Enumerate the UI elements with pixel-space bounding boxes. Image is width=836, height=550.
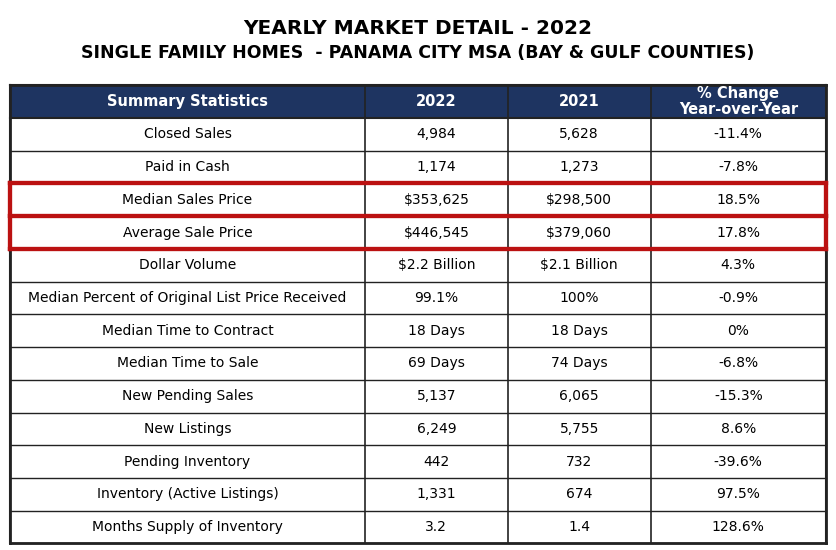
Text: 17.8%: 17.8% [716, 226, 760, 239]
Text: New Listings: New Listings [144, 422, 232, 436]
Text: Summary Statistics: Summary Statistics [107, 94, 268, 109]
Text: -6.8%: -6.8% [718, 356, 758, 370]
Text: 99.1%: 99.1% [415, 291, 458, 305]
Text: 97.5%: 97.5% [716, 487, 760, 501]
Text: -11.4%: -11.4% [714, 128, 762, 141]
Text: $2.2 Billion: $2.2 Billion [398, 258, 475, 272]
Text: Closed Sales: Closed Sales [144, 128, 232, 141]
Text: 6,249: 6,249 [416, 422, 456, 436]
Text: Median Time to Sale: Median Time to Sale [117, 356, 258, 370]
Text: 3.2: 3.2 [426, 520, 447, 534]
Text: 2021: 2021 [558, 94, 599, 109]
Text: Median Percent of Original List Price Received: Median Percent of Original List Price Re… [28, 291, 347, 305]
Text: Dollar Volume: Dollar Volume [139, 258, 236, 272]
Text: 674: 674 [566, 487, 593, 501]
Text: YEARLY MARKET DETAIL - 2022: YEARLY MARKET DETAIL - 2022 [243, 19, 593, 39]
Text: 0%: 0% [727, 324, 749, 338]
Text: Months Supply of Inventory: Months Supply of Inventory [92, 520, 283, 534]
Text: -7.8%: -7.8% [718, 160, 758, 174]
Text: 4.3%: 4.3% [721, 258, 756, 272]
Text: 1,273: 1,273 [559, 160, 599, 174]
Text: $379,060: $379,060 [546, 226, 612, 239]
Text: -0.9%: -0.9% [718, 291, 758, 305]
Text: 18.5%: 18.5% [716, 193, 760, 207]
Text: $353,625: $353,625 [404, 193, 469, 207]
Text: 74 Days: 74 Days [551, 356, 608, 370]
Text: 5,628: 5,628 [559, 128, 599, 141]
Text: 69 Days: 69 Days [408, 356, 465, 370]
Text: -15.3%: -15.3% [714, 389, 762, 403]
Text: 18 Days: 18 Days [551, 324, 608, 338]
Text: $298,500: $298,500 [546, 193, 612, 207]
Text: Pending Inventory: Pending Inventory [125, 455, 251, 469]
Text: 4,984: 4,984 [416, 128, 456, 141]
Text: 8.6%: 8.6% [721, 422, 756, 436]
Text: $2.1 Billion: $2.1 Billion [540, 258, 618, 272]
Text: 1,331: 1,331 [416, 487, 456, 501]
Text: 442: 442 [423, 455, 450, 469]
Text: % Change
Year-over-Year: % Change Year-over-Year [679, 86, 798, 117]
Text: 1.4: 1.4 [568, 520, 590, 534]
Text: Inventory (Active Listings): Inventory (Active Listings) [97, 487, 278, 501]
Text: -39.6%: -39.6% [714, 455, 762, 469]
Text: New Pending Sales: New Pending Sales [122, 389, 253, 403]
Text: SINGLE FAMILY HOMES  - PANAMA CITY MSA (BAY & GULF COUNTIES): SINGLE FAMILY HOMES - PANAMA CITY MSA (B… [81, 44, 755, 62]
Text: 2022: 2022 [416, 94, 456, 109]
Text: 128.6%: 128.6% [711, 520, 765, 534]
Text: Average Sale Price: Average Sale Price [123, 226, 252, 239]
Text: $446,545: $446,545 [404, 226, 469, 239]
Text: 100%: 100% [559, 291, 599, 305]
Text: Median Time to Contract: Median Time to Contract [102, 324, 273, 338]
Text: Median Sales Price: Median Sales Price [122, 193, 252, 207]
Text: 5,755: 5,755 [559, 422, 599, 436]
Text: 1,174: 1,174 [416, 160, 456, 174]
Text: 18 Days: 18 Days [408, 324, 465, 338]
Text: 732: 732 [566, 455, 592, 469]
Text: 5,137: 5,137 [416, 389, 456, 403]
Text: Paid in Cash: Paid in Cash [145, 160, 230, 174]
Text: 6,065: 6,065 [559, 389, 599, 403]
